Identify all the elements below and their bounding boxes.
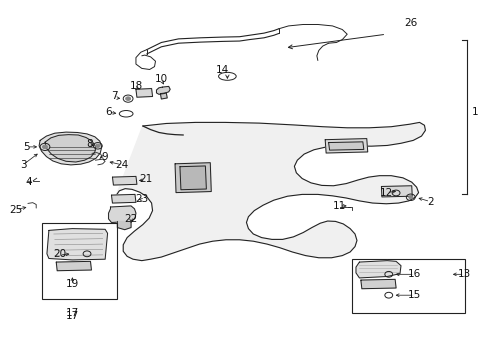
Text: 10: 10: [155, 74, 167, 84]
Circle shape: [96, 144, 100, 148]
Text: 9: 9: [102, 152, 108, 162]
Text: 19: 19: [65, 279, 79, 289]
Text: 17: 17: [65, 308, 79, 318]
Polygon shape: [117, 221, 131, 230]
Polygon shape: [175, 163, 211, 193]
Text: 16: 16: [407, 269, 421, 279]
Text: 4: 4: [25, 177, 32, 187]
Text: 25: 25: [9, 204, 23, 215]
Polygon shape: [116, 122, 425, 261]
Polygon shape: [39, 132, 102, 165]
Polygon shape: [160, 93, 167, 99]
Polygon shape: [112, 176, 137, 185]
Text: 6: 6: [105, 107, 112, 117]
Bar: [351, 259, 464, 313]
Text: 22: 22: [124, 214, 138, 224]
Text: 13: 13: [457, 269, 470, 279]
Text: 7: 7: [111, 91, 118, 102]
Text: 3: 3: [20, 159, 26, 170]
Polygon shape: [111, 194, 136, 203]
Polygon shape: [381, 186, 411, 197]
Text: 23: 23: [135, 194, 148, 204]
Polygon shape: [108, 206, 136, 222]
Text: 8: 8: [86, 139, 93, 149]
Polygon shape: [47, 229, 107, 260]
Text: 12: 12: [379, 188, 392, 198]
Text: 15: 15: [407, 290, 421, 300]
Text: 14: 14: [215, 65, 229, 75]
Polygon shape: [56, 261, 91, 271]
Text: 17: 17: [65, 311, 79, 321]
Text: 5: 5: [23, 142, 30, 152]
Polygon shape: [156, 86, 170, 94]
Polygon shape: [360, 279, 395, 289]
Polygon shape: [355, 261, 400, 278]
Polygon shape: [45, 135, 96, 162]
Circle shape: [125, 97, 130, 100]
Polygon shape: [136, 89, 152, 97]
Polygon shape: [180, 166, 206, 190]
Text: 2: 2: [426, 197, 433, 207]
Polygon shape: [328, 142, 363, 150]
Text: 24: 24: [115, 160, 129, 170]
Text: 26: 26: [403, 18, 417, 28]
Text: 18: 18: [130, 81, 143, 91]
Circle shape: [408, 196, 412, 199]
Text: 1: 1: [471, 107, 478, 117]
Bar: [41, 223, 117, 299]
Text: 11: 11: [332, 201, 346, 211]
Circle shape: [42, 145, 47, 149]
Text: 20: 20: [53, 249, 66, 259]
Text: 21: 21: [139, 174, 152, 184]
Polygon shape: [325, 139, 367, 153]
